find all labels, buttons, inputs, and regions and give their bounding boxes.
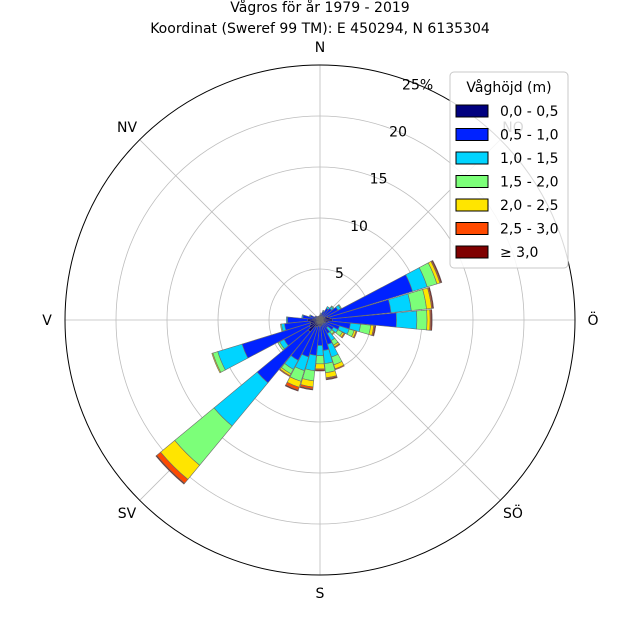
direction-label: Ö xyxy=(587,311,598,329)
rose-bar-segment xyxy=(308,314,312,318)
rose-bars xyxy=(155,260,443,485)
ring-gridline xyxy=(115,115,525,525)
spoke-gridline xyxy=(319,319,501,501)
radial-tick-label: 10 xyxy=(350,219,368,235)
rose-bar-segment xyxy=(314,369,326,372)
rose-bar-segment xyxy=(284,384,299,392)
legend-entry-label: 1,0 - 1,5 xyxy=(500,151,558,167)
direction-label: S xyxy=(316,586,325,602)
radial-tick-label: 5 xyxy=(335,266,344,282)
polar-frame xyxy=(64,64,576,576)
rose-bar-segment xyxy=(340,332,346,339)
rose-bar-segment xyxy=(279,368,291,377)
legend-entry-label: 2,0 - 2,5 xyxy=(500,198,558,214)
direction-label: N xyxy=(315,40,325,56)
rose-bar-segment xyxy=(211,352,222,374)
rose-bar-segment xyxy=(352,330,358,339)
radial-tick-label: 15 xyxy=(370,172,388,188)
rose-bar-segment xyxy=(314,315,319,319)
rose-bar-segment xyxy=(299,386,314,391)
direction-label: SÖ xyxy=(503,504,523,522)
legend-entry-label: 0,5 - 1,0 xyxy=(500,128,558,144)
rose-bar-segment xyxy=(315,315,319,319)
rose-bar-segment xyxy=(334,343,341,349)
rose-bar-segment xyxy=(280,323,284,332)
radial-tick-label: 20 xyxy=(389,125,407,141)
legend-title: Våghöjd (m) xyxy=(466,79,551,96)
legend-box xyxy=(449,71,569,269)
radial-tick-label: 25% xyxy=(402,77,433,93)
rose-bar-segment xyxy=(325,376,338,381)
rose-bar-segment xyxy=(315,355,325,365)
rose-bar-segment xyxy=(318,315,321,319)
rose-bar-segment xyxy=(286,316,288,324)
legend-swatch xyxy=(455,128,489,141)
rose-bar-segment xyxy=(277,341,285,351)
rose-bar-segment xyxy=(431,260,443,284)
rose-bar-segment xyxy=(428,286,434,309)
legend-swatch xyxy=(455,222,489,235)
spoke-gridline xyxy=(139,139,321,321)
legend-entry-label: 2,5 - 3,0 xyxy=(500,222,558,238)
legend-swatch xyxy=(455,198,489,212)
rose-bar-segment xyxy=(315,363,325,370)
direction-label: NV xyxy=(117,120,137,136)
radial-tick-labels: 5 10 15 20 25% xyxy=(335,77,433,282)
legend-entry-label: 0,0 - 0,5 xyxy=(500,104,558,120)
legend-swatch xyxy=(455,175,489,188)
chart-title-line1: Vågros för år 1979 - 2019 xyxy=(230,0,409,16)
rose-bar-segment xyxy=(334,364,345,371)
rose-bar-segment xyxy=(301,314,304,319)
chart-title-line2: Koordinat (Sweref 99 TM): E 450294, N 61… xyxy=(150,21,490,37)
legend-entry-label: ≥ 3,0 xyxy=(500,245,538,261)
rose-bar-segment xyxy=(316,345,324,356)
legend-entry-label: 1,5 - 2,0 xyxy=(500,175,558,191)
direction-label: SV xyxy=(118,506,137,522)
rose-bar-segment xyxy=(155,454,186,485)
rose-bar-segment xyxy=(358,323,372,335)
legend-swatch xyxy=(455,245,489,259)
legend-swatch xyxy=(455,151,489,165)
rose-bar-segment xyxy=(416,309,428,331)
direction-label: V xyxy=(42,313,52,329)
legend-swatch xyxy=(455,104,489,118)
rose-bar-segment xyxy=(430,309,433,331)
legend: Våghöjd (m) 0,0 - 0,5 0,5 - 1,0 1,0 - 1,5 1,… xyxy=(449,71,569,269)
ring-gridline xyxy=(166,166,474,474)
rose-bar-segment xyxy=(395,310,418,330)
rose-bar-segment xyxy=(372,325,377,337)
